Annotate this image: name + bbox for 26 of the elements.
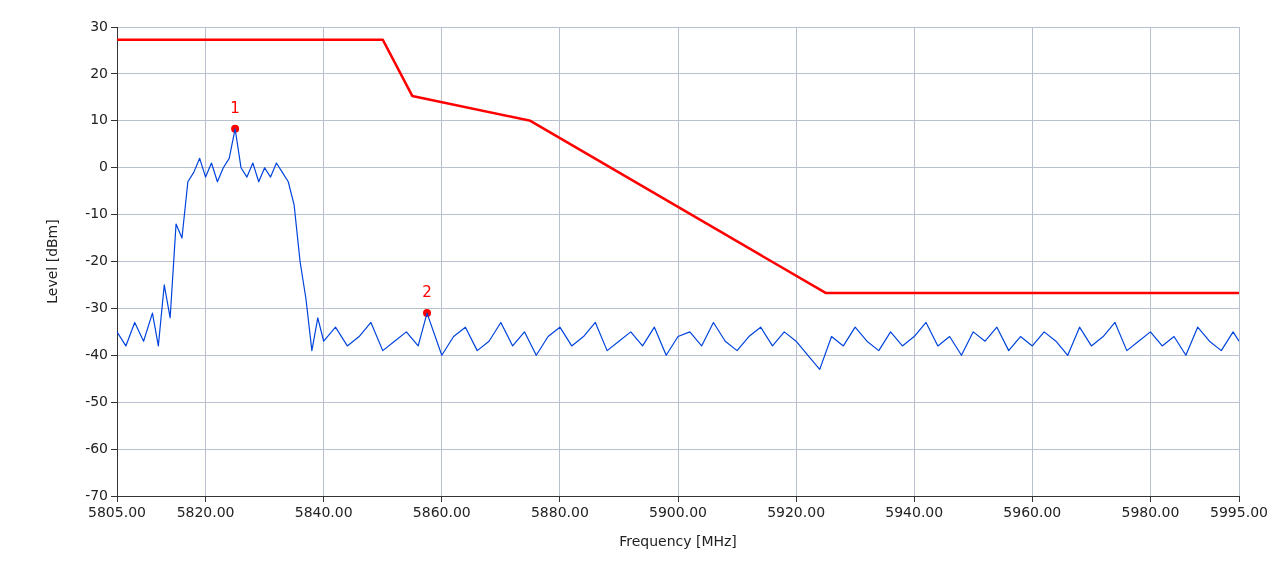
y-tick-label: -60	[85, 439, 108, 456]
x-tick-label: 5860.00	[412, 504, 471, 521]
x-tick-label: 5920.00	[767, 504, 826, 521]
y-tick-label: -50	[85, 392, 108, 409]
y-tick-label: -70	[85, 486, 108, 503]
annotation: 1	[230, 99, 240, 118]
y-tick-label: -40	[85, 345, 108, 362]
y-axis-title: Level [dBm]	[44, 219, 61, 304]
annotation: 2	[422, 283, 432, 302]
x-tick-label: 5980.00	[1121, 504, 1180, 521]
x-tick-label: 5880.00	[530, 504, 589, 521]
x-tick-label: 5940.00	[885, 504, 944, 521]
x-tick-label: 5840.00	[294, 504, 353, 521]
x-tick-label: 5805.00	[88, 504, 146, 521]
y-tick-label: 10	[90, 111, 108, 128]
x-axis-title: Frequency [MHz]	[619, 533, 737, 550]
x-tick-label: 5900.00	[649, 504, 707, 521]
y-tick-label: 0	[99, 158, 108, 175]
x-tick-label: 5960.00	[1003, 504, 1062, 521]
y-tick-label: 30	[90, 17, 108, 34]
x-tick-label: 5995.00	[1210, 504, 1268, 521]
y-tick-label: 20	[90, 64, 108, 81]
y-tick-label: -30	[85, 299, 108, 316]
x-tick-label: 5820.00	[176, 504, 235, 521]
y-tick-label: -20	[85, 252, 108, 269]
y-tick-label: -10	[85, 205, 108, 222]
